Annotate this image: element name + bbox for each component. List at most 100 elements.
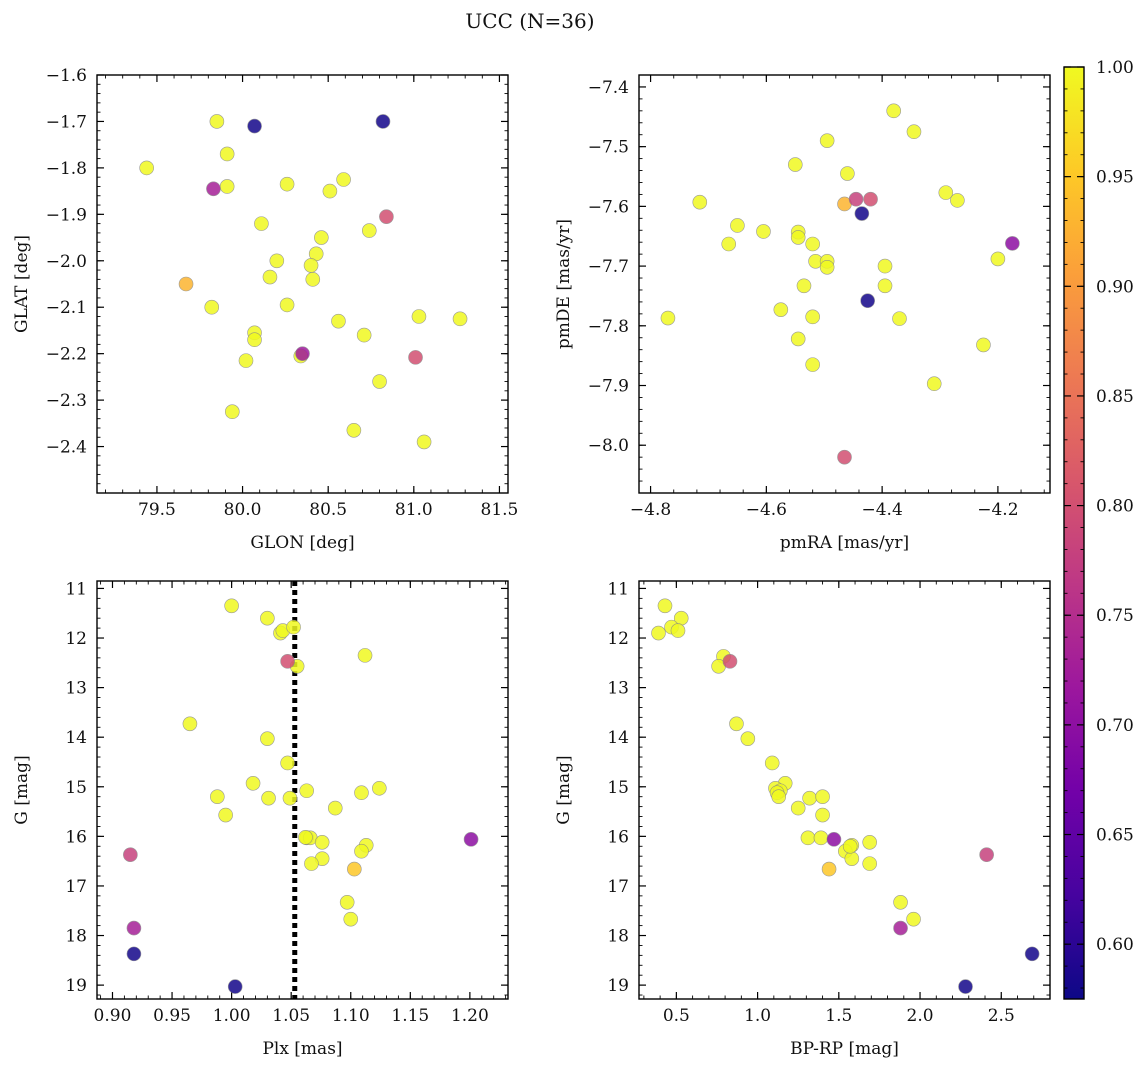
scatter-point [298, 830, 313, 845]
x-tick-label: 0.5 [663, 1006, 690, 1026]
y-axis-label: GLAT [deg] [12, 235, 32, 333]
scatter-point [314, 835, 330, 850]
scatter-point [279, 176, 295, 192]
scatter-point [721, 236, 737, 252]
x-tick-label: −4.6 [746, 500, 787, 520]
y-axis-label: G [mag] [554, 755, 574, 824]
scatter-point [261, 790, 276, 806]
scatter-point [347, 861, 362, 877]
scatter-point [260, 731, 275, 746]
scatter-point [802, 790, 817, 806]
scatter-point [740, 731, 756, 746]
scatter-point [322, 183, 338, 199]
scatter-point [692, 194, 708, 210]
x-tick-label: 1.0 [744, 1006, 771, 1026]
scatter-point [660, 310, 676, 326]
y-tick-label: −1.9 [46, 205, 87, 225]
y-tick-label: 14 [607, 728, 629, 748]
scatter-point [262, 269, 278, 285]
scatter-point [314, 230, 329, 245]
scatter-point [139, 160, 154, 176]
x-tick-label: 1.00 [213, 1006, 251, 1026]
y-axis-label: G [mag] [12, 755, 32, 824]
data-points [123, 581, 479, 999]
scatter-point [773, 302, 789, 317]
x-tick-label: −4.2 [977, 500, 1018, 520]
scatter-point [286, 619, 301, 635]
x-tick-label: −4.8 [630, 500, 671, 520]
x-axis-label: Plx [mas] [262, 1039, 342, 1059]
scatter-point [958, 979, 973, 994]
scatter-point [411, 309, 427, 324]
y-tick-label: 17 [607, 877, 629, 897]
y-tick-label: 17 [65, 877, 87, 897]
scatter-point [408, 350, 423, 365]
scatter-point [722, 654, 738, 669]
scatter-point [863, 191, 878, 207]
scatter-point [840, 166, 855, 181]
scatter-point [813, 830, 829, 846]
scatter-point [844, 851, 860, 866]
x-tick-label: 1.05 [272, 1006, 310, 1026]
y-tick-label: 11 [65, 579, 87, 599]
scatter-point [805, 357, 820, 372]
x-tick-label: 81.0 [395, 500, 433, 520]
scatter-point [354, 843, 369, 859]
x-tick-label: 0.95 [153, 1006, 191, 1026]
scatter-point [892, 311, 907, 326]
scatter-point [357, 648, 373, 663]
scatter-point [280, 755, 295, 771]
scatter-point [805, 309, 820, 325]
scatter-point [790, 230, 806, 245]
y-tick-label: −7.6 [588, 197, 629, 217]
scatter-point [819, 133, 835, 148]
scatter-point [463, 832, 479, 847]
scatter-point [375, 114, 391, 129]
scatter-point [379, 209, 394, 224]
y-tick-label: −2.3 [46, 391, 87, 411]
scatter-point [372, 374, 387, 389]
scatter-point [862, 856, 877, 871]
figure-title: UCC (N=36) [465, 9, 594, 33]
scatter-point [950, 193, 965, 208]
scatter-point [247, 332, 262, 348]
scatter-point [906, 911, 921, 927]
scatter-point [860, 293, 875, 309]
scatter-point [990, 251, 1006, 267]
y-tick-label: −7.4 [588, 78, 629, 98]
x-tick-label: −4.4 [861, 500, 902, 520]
x-tick-label: 0.90 [94, 1006, 132, 1026]
y-tick-label: −8.0 [588, 436, 629, 456]
data-points [139, 114, 468, 450]
scatter-point [893, 920, 908, 936]
scatter-point [247, 118, 262, 134]
y-tick-label: 12 [65, 629, 87, 649]
scatter-point [269, 253, 285, 269]
y-tick-label: −2.1 [46, 298, 87, 318]
scatter-point [796, 278, 812, 294]
x-tick-label: 1.20 [451, 1006, 489, 1026]
scatter-point [815, 807, 830, 823]
x-tick-label: 2.0 [907, 1006, 934, 1026]
y-tick-label: 19 [65, 976, 87, 996]
y-tick-label: 15 [65, 778, 87, 798]
x-tick-label: 1.5 [825, 1006, 852, 1026]
y-tick-label: −1.7 [46, 112, 87, 132]
scatter-point [1005, 236, 1020, 251]
scatter-point [819, 259, 835, 275]
scatter-point [224, 598, 239, 614]
scatter-point [821, 861, 837, 877]
y-tick-label: 13 [607, 679, 629, 699]
y-tick-label: −1.6 [46, 66, 87, 86]
scatter-point [877, 278, 893, 294]
scatter-point [800, 830, 816, 846]
colorbar-frame [1063, 66, 1085, 1000]
scatter-point [893, 895, 908, 910]
scatter-point [126, 946, 142, 962]
scatter-point [260, 610, 275, 626]
scatter-point [842, 838, 858, 854]
scatter-point [416, 434, 432, 450]
y-tick-label: −2.0 [46, 252, 87, 272]
scatter-point [178, 276, 194, 292]
scatter-point [854, 206, 870, 221]
